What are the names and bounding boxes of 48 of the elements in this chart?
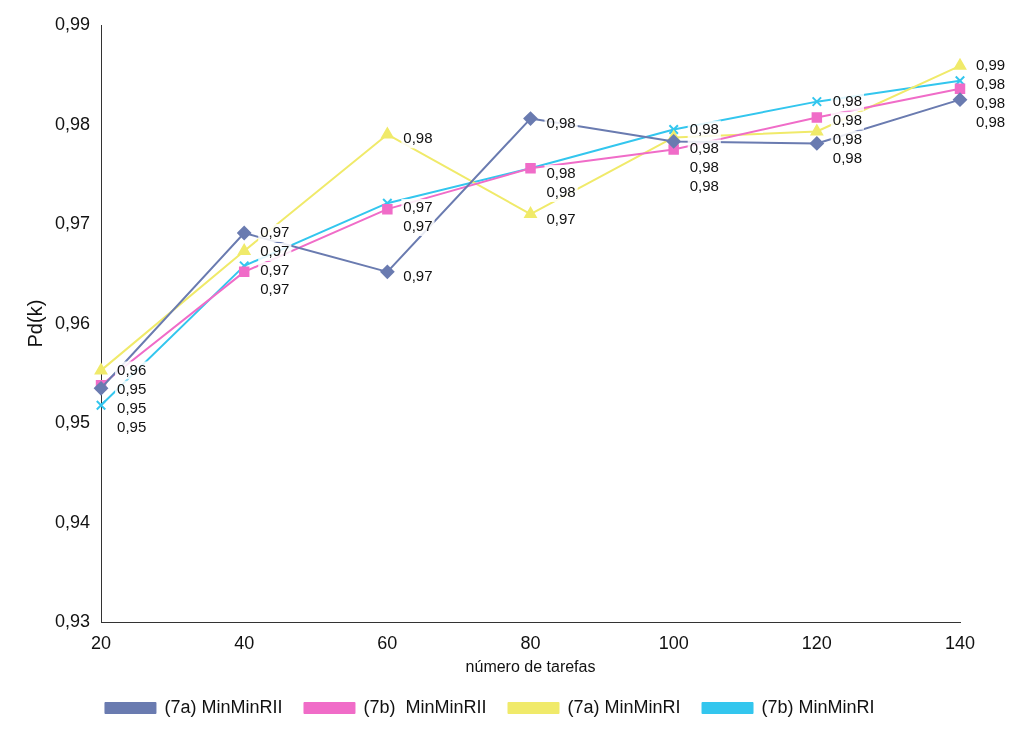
data-label: 0,97	[260, 261, 290, 279]
y-axis-title: Pd(k)	[23, 299, 46, 348]
legend-label: (7a) MinMinRI	[567, 696, 681, 717]
x-tick-label: 40	[234, 632, 255, 653]
data-label: 0,98	[546, 114, 576, 132]
x-tick-label: 20	[91, 632, 112, 653]
data-label: 0,98	[689, 138, 719, 156]
data-label: 0,98	[689, 176, 719, 194]
data-label: 0,97	[260, 280, 290, 298]
x-tick-label: 100	[658, 632, 689, 653]
data-label: 0,98	[832, 148, 863, 166]
data-label: 0,97	[260, 242, 290, 260]
data-label: 0,98	[976, 74, 1006, 92]
data-label: 0,98	[832, 110, 863, 128]
x-axis-title: número de tarefas	[465, 657, 596, 675]
x-tick-label: 80	[520, 632, 541, 653]
data-label: 0,97	[403, 198, 433, 216]
data-label: 0,98	[546, 164, 576, 182]
data-label: 0,98	[976, 112, 1006, 130]
y-tick-label: 0,96	[54, 312, 91, 333]
data-label: 0,95	[117, 398, 147, 416]
legend-label: (7a) MinMinRII	[164, 696, 283, 717]
data-label: 0,98	[689, 157, 719, 175]
data-label: 0,98	[976, 93, 1006, 111]
y-tick-label: 0,99	[54, 13, 91, 34]
data-label: 0,98	[546, 183, 576, 201]
x-tick-label: 120	[801, 632, 832, 653]
data-label: 0,97	[403, 266, 433, 284]
data-label: 0,98	[403, 129, 433, 147]
data-label: 0,95	[117, 379, 147, 397]
data-label: 0,97	[546, 210, 576, 227]
data-label: 0,98	[832, 129, 863, 147]
y-tick-label: 0,97	[54, 213, 91, 234]
data-label: 0,95	[117, 417, 147, 435]
data-label: 0,97	[403, 217, 433, 235]
x-tick-label: 140	[944, 632, 976, 653]
y-tick-label: 0,94	[54, 511, 91, 532]
x-tick-label: 60	[377, 632, 398, 653]
data-label: 0,98	[689, 119, 719, 137]
data-label: 0,97	[260, 223, 290, 241]
y-tick-label: 0,95	[54, 412, 91, 433]
data-label: 0,96	[117, 360, 147, 378]
y-tick-label: 0,98	[54, 113, 91, 134]
data-label: 0,99	[976, 55, 1006, 73]
legend-label: (7b) MinMinRI	[761, 696, 875, 717]
legend-label: (7b) MinMinRII	[363, 696, 487, 717]
data-label: 0,98	[832, 91, 863, 109]
y-tick-label: 0,93	[54, 611, 91, 632]
